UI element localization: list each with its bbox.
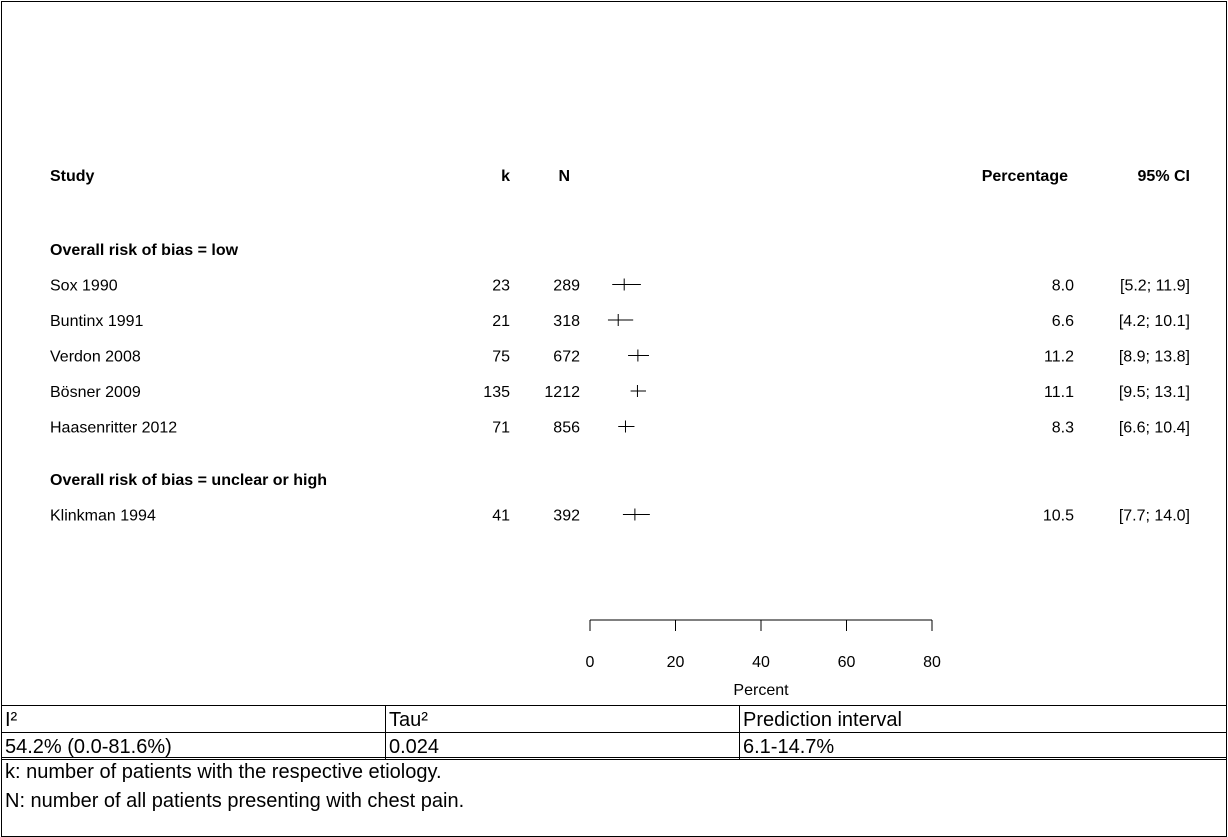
study-k: 75 xyxy=(492,349,510,366)
x-tick-label: 20 xyxy=(667,654,685,671)
study-k: 41 xyxy=(492,508,510,525)
prediction-interval-value: 6.1-14.7% xyxy=(739,732,1227,760)
stats-header-row: I² Tau² Prediction interval xyxy=(1,705,1227,733)
study-percentage: 6.6 xyxy=(1052,313,1074,330)
x-tick-label: 60 xyxy=(838,654,856,671)
study-percentage: 11.1 xyxy=(1044,384,1074,401)
study-percentage: 8.3 xyxy=(1052,420,1074,437)
study-n: 1212 xyxy=(544,384,580,401)
tau2-header: Tau² xyxy=(385,705,740,733)
heterogeneity-table: I² Tau² Prediction interval 54.2% (0.0-8… xyxy=(1,705,1227,760)
prediction-interval-header: Prediction interval xyxy=(739,705,1227,733)
study-percentage: 10.5 xyxy=(1043,508,1074,525)
study-name: Verdon 2008 xyxy=(50,349,141,366)
study-n: 856 xyxy=(553,420,580,437)
header-k: k xyxy=(501,168,510,185)
study-ci: [7.7; 14.0] xyxy=(1119,508,1190,525)
x-tick-label: 0 xyxy=(586,654,595,671)
x-tick-label: 80 xyxy=(923,654,941,671)
tau2-value: 0.024 xyxy=(385,732,740,760)
footnote-n: N: number of all patients presenting wit… xyxy=(5,790,465,812)
study-percentage: 8.0 xyxy=(1052,278,1074,295)
study-k: 71 xyxy=(492,420,510,437)
study-n: 392 xyxy=(553,508,580,525)
footnote-k: k: number of patients with the respectiv… xyxy=(5,761,442,783)
group-label: Overall risk of bias = unclear or high xyxy=(50,472,327,489)
footnotes: k: number of patients with the respectiv… xyxy=(1,757,1227,837)
study-name: Bösner 2009 xyxy=(50,384,141,401)
study-ci: [9.5; 13.1] xyxy=(1119,384,1190,401)
study-percentage: 11.2 xyxy=(1044,349,1074,366)
x-axis-label: Percent xyxy=(733,682,789,699)
header-estimate: Percentage xyxy=(982,168,1068,185)
i2-header: I² xyxy=(1,705,386,733)
study-n: 289 xyxy=(553,278,580,295)
study-ci: [8.9; 13.8] xyxy=(1119,349,1190,366)
i2-value: 54.2% (0.0-81.6%) xyxy=(1,732,386,760)
study-name: Sox 1990 xyxy=(50,278,118,295)
header-study: Study xyxy=(50,168,95,185)
study-k: 21 xyxy=(492,313,510,330)
header-n: N xyxy=(558,168,570,185)
study-n: 318 xyxy=(553,313,580,330)
study-n: 672 xyxy=(553,349,580,366)
study-ci: [4.2; 10.1] xyxy=(1119,313,1190,330)
study-ci: [5.2; 11.9] xyxy=(1120,278,1190,295)
forest-plot: Study k N Percentage 95% CI Overall risk of b… xyxy=(50,168,1190,699)
study-ci: [6.6; 10.4] xyxy=(1119,420,1190,437)
study-name: Klinkman 1994 xyxy=(50,508,156,525)
group-label: Overall risk of bias = low xyxy=(50,242,239,259)
header-ci: 95% CI xyxy=(1138,168,1190,185)
study-name: Buntinx 1991 xyxy=(50,313,144,330)
study-name: Haasenritter 2012 xyxy=(50,420,177,437)
study-k: 135 xyxy=(483,384,510,401)
stats-value-row: 54.2% (0.0-81.6%) 0.024 6.1-14.7% xyxy=(1,732,1227,760)
study-k: 23 xyxy=(492,278,510,295)
x-tick-label: 40 xyxy=(752,654,770,671)
